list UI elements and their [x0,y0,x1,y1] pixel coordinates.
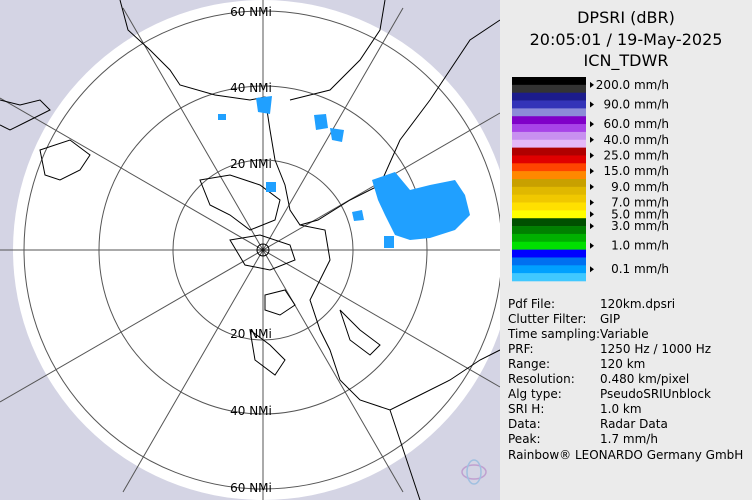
legend-label: 7.0 mm/h [611,196,669,210]
header: DPSRI (dBR) 20:05:01 / 19-May-2025 ICN_T… [530,8,723,71]
legend-pointer [590,81,594,88]
info-key: Range: [508,357,550,371]
legend-swatch [512,92,586,101]
info-key: Pdf File: [508,297,555,311]
legend-pointer [590,136,594,143]
info-key: SRI H: [508,402,544,416]
info-value: 0.480 km/pixel [600,372,689,386]
ring-label: 60 NMi [230,5,272,19]
legend-label: 9.0 mm/h [611,180,669,194]
legend-swatch [512,100,586,109]
legend-label: 1.0 mm/h [611,239,669,253]
legend-swatch [512,233,586,243]
legend-pointer [590,183,594,190]
timestamp: 20:05:01 / 19-May-2025 [530,30,723,49]
legend-swatch [512,84,586,93]
info-value: 120 km [600,357,645,371]
legend-swatch [512,147,586,156]
legend-label: 15.0 mm/h [603,164,669,178]
info-value: PseudoSRIUnblock [600,387,711,401]
legend-swatch [512,249,586,258]
ring-label: 40 NMi [230,404,272,418]
legend-pointer [590,223,594,230]
info-value: GIP [600,312,620,326]
legend-pointer [590,168,594,175]
legend-swatch [512,108,586,117]
legend-label: 40.0 mm/h [603,133,669,147]
info-value: 120km.dpsri [600,297,675,311]
legend-swatch [512,257,586,266]
legend-swatch [512,171,586,180]
info-table: Pdf File: 120km.dpsri Clutter Filter: GIPTi… [507,297,711,446]
legend-swatch [512,273,586,282]
legend-pointer [590,211,594,218]
legend-swatch [512,139,586,148]
precipitation [218,96,470,248]
legend-swatch [512,194,586,203]
legend-swatch [512,163,586,172]
info-value: Radar Data [600,417,668,431]
legend-pointer [590,101,594,108]
legend-pointer [590,242,594,249]
info-value: 1.7 mm/h [600,432,658,446]
info-key: Resolution: [508,372,575,386]
info-key: Clutter Filter: [508,312,586,326]
legend-label: 25.0 mm/h [603,148,669,162]
legend-swatch [512,186,586,195]
ring-label: 20 NMi [230,327,272,341]
ring-label: 40 NMi [230,81,272,95]
site-name: ICN_TDWR [584,51,669,71]
info-key: Time sampling: [507,327,600,341]
info-value: 1250 Hz / 1000 Hz [600,342,711,356]
logo [461,459,487,485]
radar-center [256,243,270,257]
legend-pointer [590,266,594,273]
legend-swatch [512,210,586,219]
color-legend: 200.0 mm/h 90.0 mm/h 60.0 mm/h 40.0 mm/h25.… [512,77,669,282]
info-value: 1.0 km [600,402,642,416]
legend-swatch [512,226,586,235]
legend-label: 90.0 mm/h [603,97,669,111]
info-key: Alg type: [508,387,562,401]
product-title: DPSRI (dBR) [577,8,675,27]
legend-swatch [512,116,586,125]
legend-swatch [512,265,586,274]
legend-label: 200.0 mm/h [596,78,669,92]
info-value: Variable [600,327,649,341]
info-key: PRF: [508,342,534,356]
ring-labels: 60 NMi 40 NMi 20 NMi 20 NMi 40 NMi 60 NM… [230,5,272,495]
info-key: Peak: [508,432,541,446]
legend-swatch [512,179,586,188]
legend-swatch [512,131,586,141]
legend-pointer [590,121,594,128]
legend-pointer [590,152,594,159]
legend-label: 3.0 mm/h [611,219,669,233]
legend-label: 5.0 mm/h [611,207,669,221]
coastlines [0,0,501,501]
legend-swatch [512,241,586,250]
legend-label: 60.0 mm/h [603,117,669,131]
footer: Rainbow® LEONARDO Germany GmbH [508,448,743,462]
legend-pointer [590,199,594,206]
legend-label: 0.1 mm/h [611,262,669,276]
ring-label: 60 NMi [230,481,272,495]
legend-swatch [512,124,586,133]
legend-swatch [512,202,586,211]
legend-swatch [512,77,586,86]
legend-swatch [512,218,586,227]
info-key: Data: [508,417,541,431]
legend-swatch [512,155,586,164]
ring-label: 20 NMi [230,157,272,171]
